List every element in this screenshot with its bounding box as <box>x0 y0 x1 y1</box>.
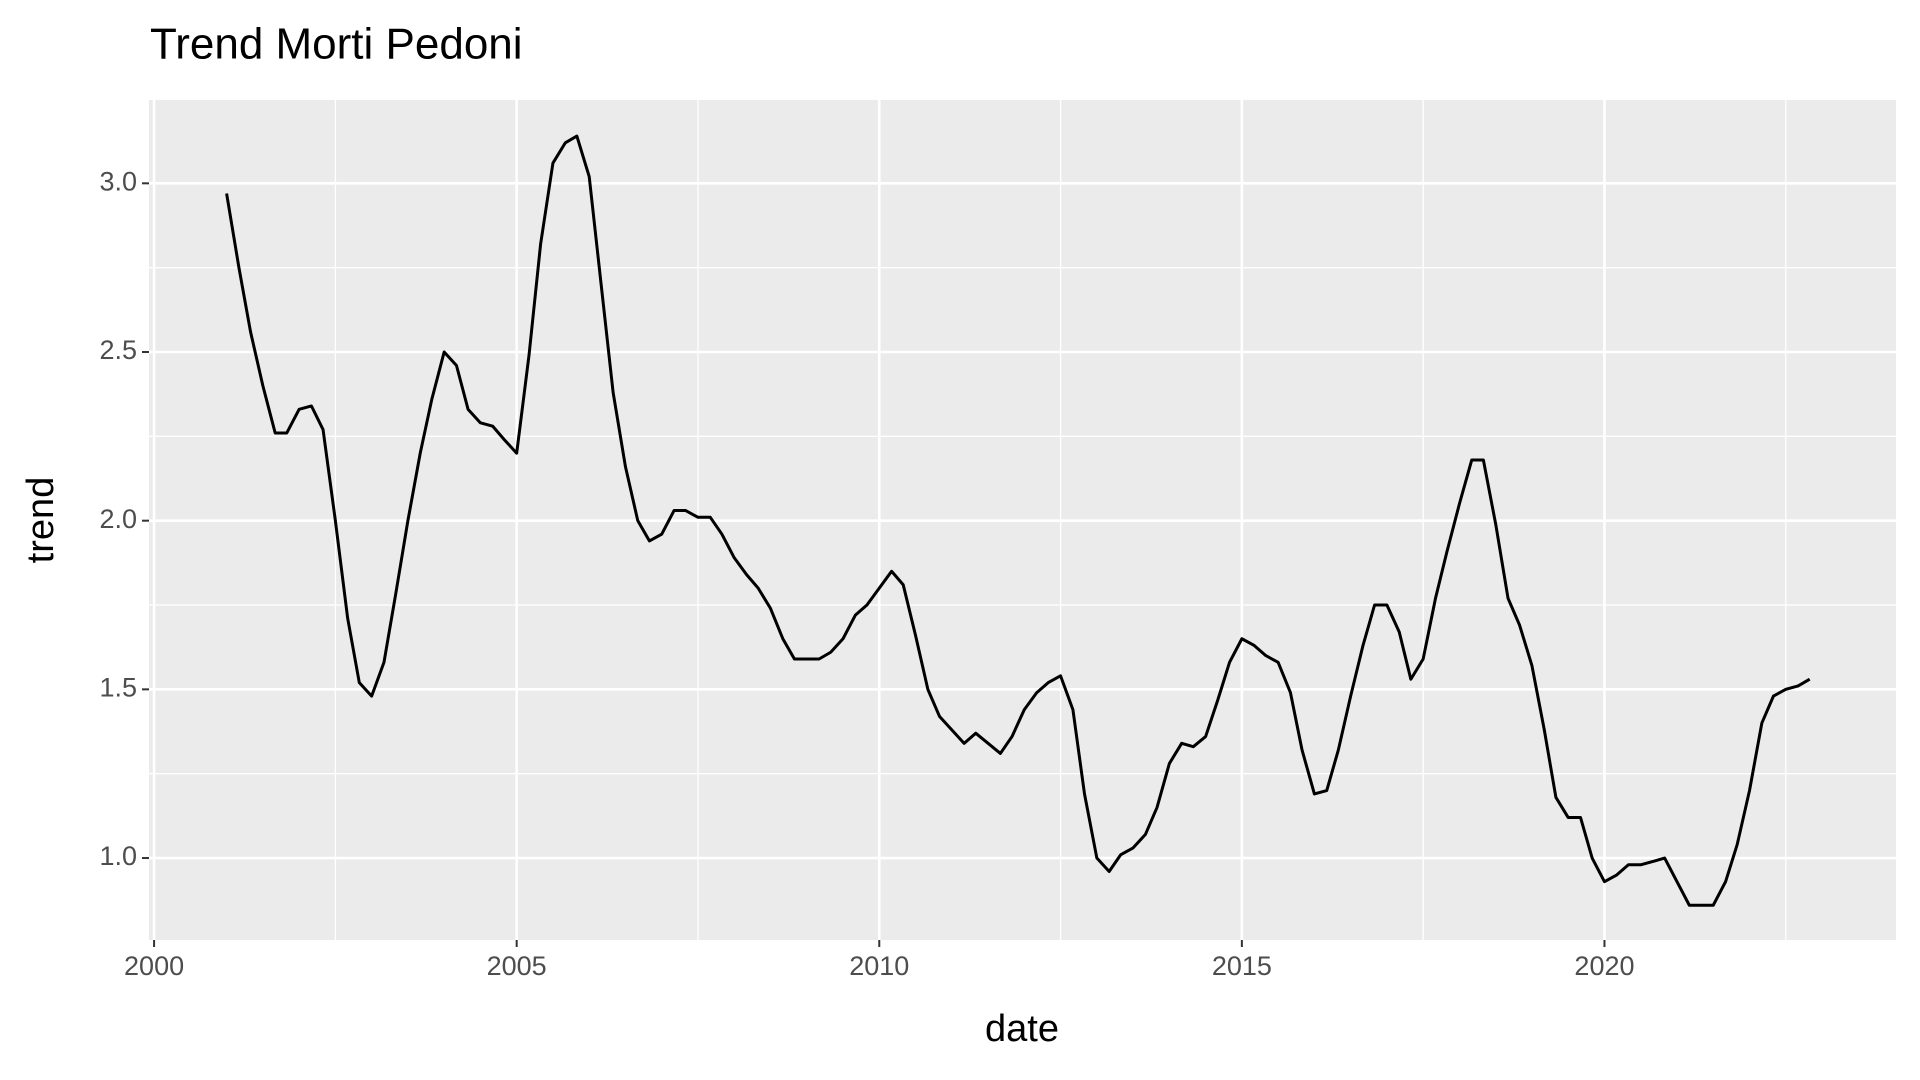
x-tick-label: 2005 <box>487 951 547 981</box>
x-axis-title: date <box>985 1008 1059 1050</box>
y-tick-label: 1.5 <box>99 672 137 702</box>
x-tick-label: 2010 <box>849 951 909 981</box>
x-tick-label: 2020 <box>1574 951 1634 981</box>
y-tick-label: 2.0 <box>99 504 137 534</box>
chart-title: Trend Morti Pedoni <box>150 20 523 69</box>
line-series <box>225 134 1811 907</box>
x-tick-label: 2000 <box>124 951 184 981</box>
y-tick-label: 3.0 <box>99 166 137 196</box>
x-tick-label: 2015 <box>1212 951 1272 981</box>
y-axis-title: trend <box>20 477 62 564</box>
y-tick-label: 2.5 <box>99 335 137 365</box>
y-tick-label: 1.0 <box>99 841 137 871</box>
